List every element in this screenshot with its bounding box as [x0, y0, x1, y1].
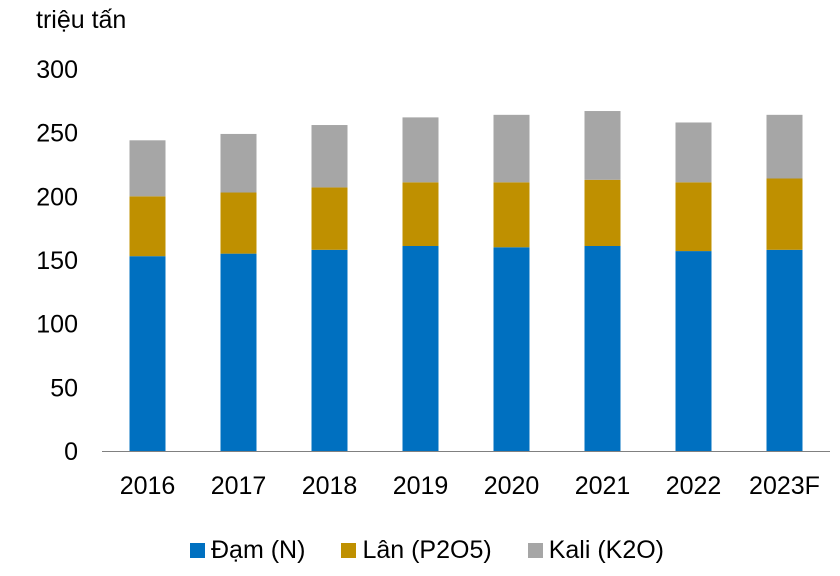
bar-segment-k-2023F [766, 114, 803, 179]
legend-item-n: Đạm (N) [190, 536, 305, 565]
bar-segment-n-2022 [675, 251, 712, 451]
x-tick-label: 2019 [393, 472, 449, 500]
bar-segment-n-2018 [311, 249, 348, 451]
bar-segment-p-2021 [584, 179, 621, 246]
x-tick-label: 2018 [302, 472, 358, 500]
y-tick-label: 100 [36, 311, 78, 339]
x-tick-label: 2017 [211, 472, 267, 500]
x-tick-label: 2022 [666, 472, 722, 500]
y-tick-label: 250 [36, 120, 78, 148]
bar-segment-k-2018 [311, 125, 348, 188]
bar-segment-p-2019 [402, 182, 439, 246]
legend-item-k: Kali (K2O) [527, 536, 664, 565]
bar-segment-n-2021 [584, 245, 621, 451]
legend-label-k: Kali (K2O) [548, 536, 664, 564]
bar-segment-n-2017 [220, 253, 257, 451]
bar-segment-n-2020 [493, 247, 530, 451]
legend-label-p: Lân (P2O5) [362, 536, 492, 564]
y-tick-label: 0 [64, 438, 78, 466]
bar-segment-n-2019 [402, 245, 439, 451]
y-tick-label: 50 [50, 374, 78, 402]
bar-segment-k-2021 [584, 111, 621, 180]
x-tick-label: 2021 [575, 472, 631, 500]
legend: Đạm (N) Lân (P2O5) Kali (K2O) [190, 536, 700, 565]
y-tick-label: 150 [36, 247, 78, 275]
bar-segment-p-2016 [129, 196, 166, 257]
y-axis-title: triệu tấn [36, 6, 127, 34]
bar-segment-k-2020 [493, 114, 530, 183]
y-tick-label: 200 [36, 183, 78, 211]
bar-segment-n-2016 [129, 256, 166, 451]
y-tick-label: 300 [36, 56, 78, 84]
legend-item-p: Lân (P2O5) [341, 536, 492, 565]
x-tick-label: 2023F [749, 472, 820, 500]
bar-segment-k-2017 [220, 133, 257, 193]
x-tick-label: 2020 [484, 472, 540, 500]
bar-segment-p-2022 [675, 182, 712, 252]
x-tick-label: 2016 [120, 472, 176, 500]
legend-swatch-k [527, 543, 543, 558]
bar-segment-k-2022 [675, 122, 712, 183]
bar-segment-p-2018 [311, 187, 348, 250]
bar-segment-p-2023F [766, 178, 803, 250]
bar-segment-k-2019 [402, 117, 439, 183]
legend-swatch-n [190, 543, 205, 558]
bar-segment-n-2023F [766, 249, 803, 451]
legend-label-n: Đạm (N) [211, 536, 306, 564]
legend-swatch-p [341, 543, 357, 558]
bar-segment-p-2020 [493, 182, 530, 248]
stacked-bar-chart: 0 50 100 150 200 250 300 2016 2017 2018 2019 2020 20… [36, 56, 830, 500]
bar-segment-k-2016 [129, 140, 166, 197]
bar-segment-p-2017 [220, 192, 257, 254]
